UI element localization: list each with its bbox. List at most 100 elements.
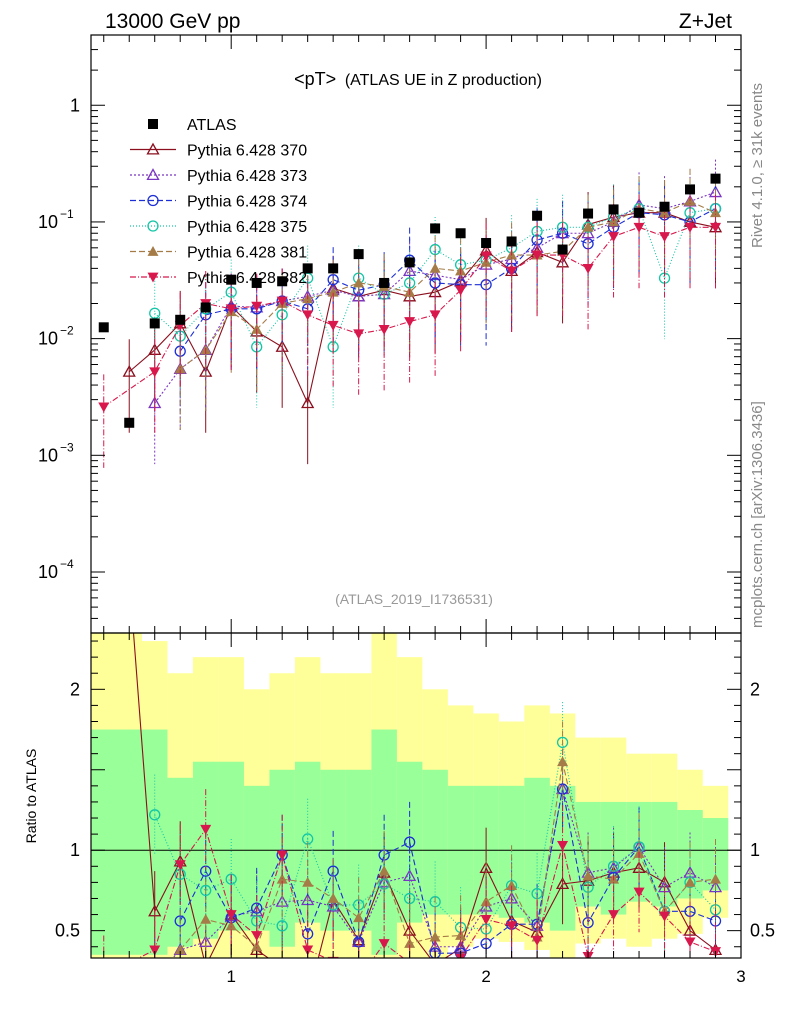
legend-marker xyxy=(147,272,159,283)
band-inner-bin xyxy=(116,729,142,955)
series-1-line xyxy=(128,212,716,405)
main-plot-series xyxy=(98,159,723,468)
series-2-ratio-point xyxy=(403,869,417,881)
atlas-data-point xyxy=(634,207,645,218)
series-5-ratio-point xyxy=(378,865,390,876)
series-5-ratio-point xyxy=(225,920,237,931)
ratio-y-tick-label: 2 xyxy=(70,679,80,699)
ratio-plot-series xyxy=(98,571,723,1004)
series-1-ratio-point xyxy=(277,962,288,972)
atlas-data-point xyxy=(608,204,619,215)
atlas-data-point xyxy=(430,223,441,234)
atlas-data-point xyxy=(404,257,415,268)
series-6-ratio-point xyxy=(378,939,390,950)
ratio-y-tick-label-right: 0.5 xyxy=(750,921,775,941)
series-6-ratio-point xyxy=(200,824,212,835)
series-5-point xyxy=(429,262,441,273)
series-6-point xyxy=(327,320,339,331)
series-5-ratio-point xyxy=(353,912,365,923)
series-1-ratio-point xyxy=(302,994,313,1004)
series-5-ratio-point xyxy=(710,873,722,884)
series-6-line xyxy=(103,226,716,408)
plot-title: <pT> (ATLAS UE in Z production) xyxy=(294,69,542,89)
series-5-ratio-point xyxy=(200,913,212,924)
series-2-ratio-point xyxy=(326,899,340,912)
series-6-ratio-point xyxy=(480,914,492,925)
main-y-tick-label: 1 xyxy=(70,95,80,115)
ratio-y-tick-label: 0.5 xyxy=(55,921,80,941)
series-2-ratio-point xyxy=(149,972,160,982)
series-4-ratio-point xyxy=(149,809,161,821)
series-3-ratio-point xyxy=(429,947,441,958)
legend-label: Pythia 6.428 375 xyxy=(187,219,307,236)
series-6-ratio-point xyxy=(659,911,671,922)
plot-title-subtitle: (ATLAS UE in Z production) xyxy=(345,72,542,89)
legend-marker xyxy=(146,168,160,181)
legend-label: Pythia 6.428 381 xyxy=(187,245,307,262)
series-4-point xyxy=(225,286,237,298)
series-3-ratio-point xyxy=(174,915,186,927)
series-6-ratio-point xyxy=(251,931,263,941)
series-6-ratio-point xyxy=(608,910,620,921)
series-4-ratio-point xyxy=(276,920,288,932)
series-1-ratio-point xyxy=(124,571,135,581)
series-2-ratio-line xyxy=(171,788,716,958)
legend-marker xyxy=(146,142,160,155)
series-6-point xyxy=(684,222,696,233)
mcplots-label: mcplots.cern.ch [arXiv:1306.3436] xyxy=(749,401,766,628)
series-6-ratio-point xyxy=(557,840,569,851)
series-6-ratio-point xyxy=(149,945,161,956)
plot-title-observable: <pT> xyxy=(294,69,336,89)
series-6-point xyxy=(98,402,110,413)
series-6-ratio-point xyxy=(353,975,364,985)
series-5-point xyxy=(353,277,365,288)
series-6-ratio-point xyxy=(684,937,696,948)
series-6-ratio-point xyxy=(633,887,645,898)
rivet-version-label: Rivet 4.1.0, ≥ 31k events xyxy=(749,83,766,248)
legend-marker xyxy=(147,220,159,232)
series-6-point xyxy=(582,263,594,274)
legend-marker xyxy=(147,246,159,256)
main-y-tick-label: 10 xyxy=(38,562,58,582)
series-6-ratio-point xyxy=(98,971,109,981)
ratio-plot-frame xyxy=(90,632,742,959)
band-inner-bin xyxy=(91,729,117,955)
series-6-point xyxy=(531,250,543,261)
series-6-point xyxy=(429,310,441,321)
series-6-point xyxy=(633,222,645,233)
series-6-point xyxy=(480,251,492,262)
legend-label: Pythia 6.428 374 xyxy=(187,194,307,211)
series-6-ratio-point xyxy=(302,945,314,956)
main-y-tick-exponent: −1 xyxy=(60,207,74,221)
series-6-ratio-point xyxy=(404,958,415,968)
series-6-ratio-point xyxy=(174,860,186,871)
series-5-point xyxy=(174,363,186,374)
series-1-ratio-point xyxy=(148,904,162,917)
main-y-tick-exponent: −3 xyxy=(60,440,74,454)
series-6-point xyxy=(455,285,467,296)
atlas-data-point xyxy=(685,184,696,195)
main-y-tick-exponent: −2 xyxy=(60,324,74,338)
ratio-axis-label: Ratio to ATLAS xyxy=(23,749,39,844)
series-5-point xyxy=(608,216,620,227)
series-5-point xyxy=(582,221,594,232)
series-5-ratio-line xyxy=(179,761,716,951)
series-5-ratio-point xyxy=(429,931,441,942)
series-6-point xyxy=(506,266,518,277)
analysis-id-label: (ATLAS_2019_I1736531) xyxy=(335,591,493,607)
main-y-tick-label: 10 xyxy=(38,329,58,349)
main-y-tick-label: 10 xyxy=(38,212,58,232)
band-inner-bin xyxy=(422,769,448,915)
ratio-y-tick-label-right: 2 xyxy=(750,679,760,699)
atlas-data-point xyxy=(98,322,109,333)
series-6-point xyxy=(251,301,263,312)
series-5-ratio-point xyxy=(302,876,314,887)
atlas-data-point xyxy=(557,244,568,255)
legend-label: ATLAS xyxy=(187,117,237,134)
legend-marker xyxy=(148,119,158,129)
series-6-point xyxy=(353,329,365,340)
series-1-ratio-point xyxy=(434,957,436,958)
atlas-data-point xyxy=(455,228,466,239)
process-label: Z+Jet xyxy=(679,10,732,33)
